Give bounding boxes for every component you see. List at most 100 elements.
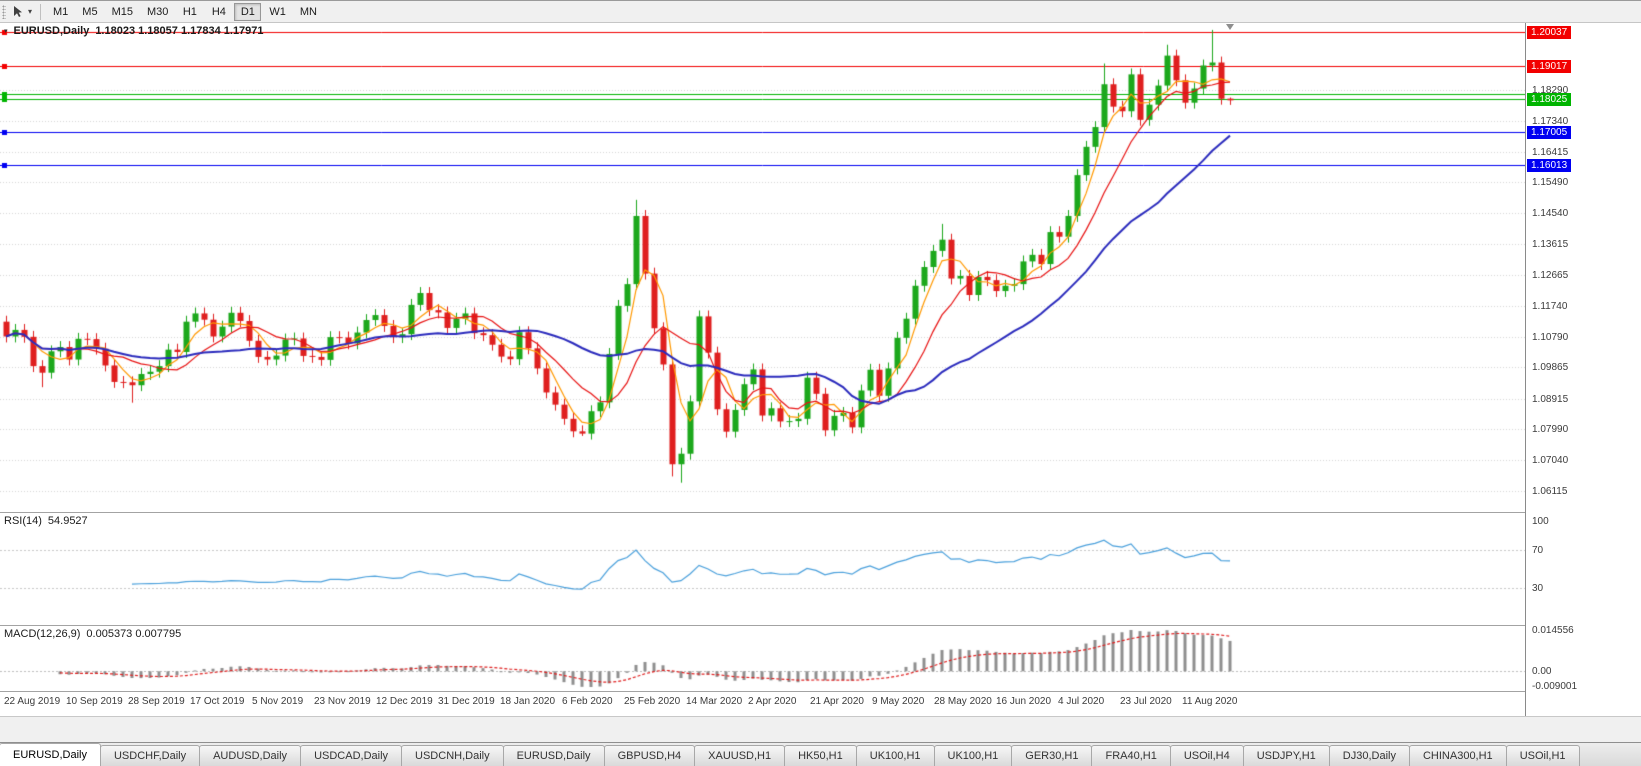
pane-separator[interactable]: [0, 691, 1641, 692]
price-chart-canvas[interactable]: [0, 23, 1525, 512]
macd-axis-label: -0.009001: [1532, 681, 1578, 692]
chart-tab-audusd-daily[interactable]: AUDUSD,Daily: [199, 745, 302, 766]
price-axis-label: 1.16415: [1532, 147, 1569, 158]
time-axis[interactable]: 22 Aug 2019 10 Sep 2019 28 Sep 2019 17 Oct …: [0, 692, 1525, 716]
pane-separator[interactable]: [0, 512, 1641, 513]
rsi-label: RSI(14) 54.9527: [4, 515, 88, 527]
price-axis-label: 1.07990: [1532, 424, 1569, 435]
timeframe-button-m1[interactable]: M1: [47, 3, 74, 21]
chart-tab-fra40-h1[interactable]: FRA40,H1: [1091, 745, 1171, 766]
timeframe-button-h4[interactable]: H4: [205, 3, 232, 21]
time-axis-label: 18 Jan 2020: [500, 696, 556, 707]
chart-tab-gbpusd-h4[interactable]: GBPUSD,H4: [603, 745, 696, 766]
cursor-icon[interactable]: [9, 3, 25, 21]
chart-menu-icon[interactable]: ▾: [4, 28, 8, 35]
macd-title: MACD(12,26,9): [4, 628, 81, 640]
timeframe-button-m5[interactable]: M5: [76, 3, 103, 21]
chart-tab-usdcad-daily[interactable]: USDCAD,Daily: [300, 745, 403, 766]
timeframe-button-m30[interactable]: M30: [141, 3, 174, 21]
time-axis-label: 4 Jul 2020: [1058, 696, 1105, 707]
time-axis-label: 10 Sep 2019: [66, 696, 123, 707]
chart-tab-xauusd-h1[interactable]: XAUUSD,H1: [694, 745, 786, 766]
rsi-title: RSI(14): [4, 515, 42, 527]
timeframes-toolbar: ▾ M1 M5 M15 M30 H1 H4 D1 W1 MN: [0, 1, 1641, 23]
chart-tab-usoil-h4[interactable]: USOil,H4: [1169, 745, 1244, 766]
price-axis-label: 1.11740: [1532, 301, 1568, 312]
pane-separator[interactable]: [0, 625, 1641, 626]
chart-tab-hk50-h1[interactable]: HK50,H1: [784, 745, 857, 766]
toolbar-separator: [40, 3, 41, 20]
price-line-badge: 1.17005: [1527, 126, 1572, 139]
time-axis-label: 22 Aug 2019: [4, 696, 61, 707]
chart-tab-usdjpy-h1[interactable]: USDJPY,H1: [1242, 745, 1330, 766]
time-axis-label: 5 Nov 2019: [252, 696, 304, 707]
chart-tab-uk100-h1[interactable]: UK100,H1: [933, 745, 1013, 766]
price-axis-label: 1.07040: [1532, 455, 1569, 466]
macd-axis-label: 0.014556: [1532, 625, 1574, 636]
chart-title-ohlc: 1.18023 1.18057 1.17834 1.17971: [95, 25, 264, 37]
price-line-badge: 1.19017: [1527, 60, 1572, 73]
timeframe-button-mn[interactable]: MN: [294, 3, 323, 21]
timeframe-button-h1[interactable]: H1: [176, 3, 203, 21]
chart-tab-eurusd-daily[interactable]: EURUSD,Daily: [0, 743, 101, 766]
time-axis-label: 21 Apr 2020: [810, 696, 864, 707]
chart-shift-marker[interactable]: [1226, 24, 1234, 30]
rsi-pane: RSI(14) 54.9527: [0, 513, 1525, 625]
macd-label: MACD(12,26,9) 0.005373 0.007795: [4, 628, 181, 640]
price-chart-pane: ▾ EURUSD,Daily 1.18023 1.18057 1.17834 1…: [0, 23, 1525, 512]
price-axis-label: 1.06115: [1532, 486, 1568, 497]
price-axis-label: 1.08915: [1532, 394, 1569, 405]
time-axis-label: 28 May 2020: [934, 696, 992, 707]
chart-tab-usoil-h1[interactable]: USOil,H1: [1505, 745, 1580, 766]
chart-tab-ger30-h1[interactable]: GER30,H1: [1011, 745, 1093, 766]
price-line-badge: 1.20037: [1527, 26, 1572, 39]
rsi-canvas[interactable]: [0, 513, 1525, 625]
timeframe-button-w1[interactable]: W1: [263, 3, 292, 21]
timeframe-buttons-group: M1 M5 M15 M30 H1 H4 D1 W1 MN: [46, 2, 324, 21]
price-axis-label: 1.18290: [1532, 85, 1569, 96]
time-axis-label: 6 Feb 2020: [562, 696, 613, 707]
time-axis-label: 14 Mar 2020: [686, 696, 743, 707]
price-line-badge: 1.16013: [1527, 159, 1572, 172]
time-axis-label: 11 Aug 2020: [1182, 696, 1238, 707]
price-axis[interactable]: 1.18290 1.17340 1.16415 1.15490 1.14540 1.136…: [1525, 23, 1641, 716]
time-axis-label: 16 Jun 2020: [996, 696, 1052, 707]
rsi-axis-label: 100: [1532, 516, 1549, 527]
time-axis-label: 23 Jul 2020: [1120, 696, 1172, 707]
toolbar-grip[interactable]: [2, 4, 6, 19]
rsi-axis-label: 30: [1532, 583, 1544, 594]
timeframe-button-d1[interactable]: D1: [234, 2, 262, 21]
chart-tab-usdcnh-daily[interactable]: USDCNH,Daily: [401, 745, 504, 766]
macd-canvas[interactable]: [0, 626, 1525, 691]
chart-tab-eurusd-daily[interactable]: EURUSD,Daily: [502, 745, 605, 766]
macd-axis-label: 0.00: [1532, 666, 1552, 677]
chart-tab-china300-h1[interactable]: CHINA300,H1: [1408, 745, 1507, 766]
time-axis-label: 12 Dec 2019: [376, 696, 433, 707]
price-axis-label: 1.10790: [1532, 332, 1569, 343]
chart-title: ▾ EURUSD,Daily 1.18023 1.18057 1.17834 1…: [4, 25, 264, 37]
time-axis-label: 31 Dec 2019: [438, 696, 495, 707]
bottom-gap: [0, 716, 1641, 742]
macd-pane: MACD(12,26,9) 0.005373 0.007795: [0, 626, 1525, 691]
price-axis-label: 1.12665: [1532, 270, 1569, 281]
chart-tab-uk100-h1[interactable]: UK100,H1: [855, 745, 935, 766]
rsi-value: 54.9527: [47, 515, 88, 527]
chart-tab-dj30-daily[interactable]: DJ30,Daily: [1328, 745, 1410, 766]
chart-title-symbol: EURUSD,Daily: [13, 25, 90, 37]
macd-values: 0.005373 0.007795: [86, 628, 182, 640]
price-axis-label: 1.17340: [1532, 116, 1569, 127]
chart-tab-usdchf-daily[interactable]: USDCHF,Daily: [99, 745, 201, 766]
time-axis-label: 28 Sep 2019: [128, 696, 185, 707]
price-axis-label: 1.09865: [1532, 362, 1569, 373]
time-axis-label: 25 Feb 2020: [624, 696, 681, 707]
price-line-badge: 1.18025: [1527, 93, 1572, 106]
time-axis-label: 17 Oct 2019: [190, 696, 245, 707]
dropdown-caret-icon[interactable]: ▾: [27, 7, 32, 16]
rsi-axis-label: 70: [1532, 545, 1544, 556]
chart-tabs-bar: EURUSD,Daily USDCHF,Daily AUDUSD,Daily USDC…: [0, 742, 1641, 766]
price-axis-label: 1.13615: [1532, 239, 1569, 250]
timeframe-button-m15[interactable]: M15: [106, 3, 139, 21]
time-axis-label: 9 May 2020: [872, 696, 925, 707]
time-axis-label: 2 Apr 2020: [748, 696, 797, 707]
